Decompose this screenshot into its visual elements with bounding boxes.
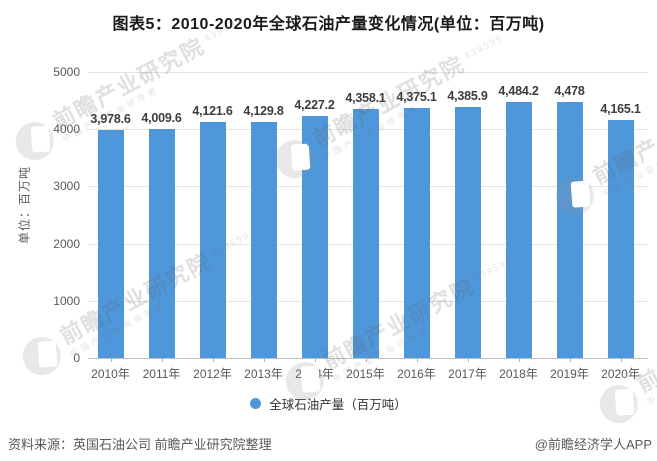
y-axis-tick-label: 1000	[53, 293, 80, 308]
x-axis-tick	[416, 358, 418, 362]
y-axis-tick-label: 5000	[53, 65, 80, 79]
x-axis-tick-label: 2011年	[142, 367, 181, 381]
x-axis-tick	[569, 358, 571, 362]
x-axis-tick-label: 2016年	[397, 367, 436, 381]
bar	[607, 119, 634, 358]
x-axis-tick-label: 2012年	[193, 367, 232, 381]
x-axis-tick	[263, 358, 265, 362]
bar-value-label: 4,129.8	[243, 103, 284, 118]
bar-value-label: 4,358.1	[345, 90, 386, 105]
bar-value-label: 4,227.2	[294, 98, 335, 113]
y-axis-tick-label: 2000	[53, 236, 80, 251]
chart-legend[interactable]: 全球石油产量（百万吨）	[0, 394, 657, 413]
y-axis-tick-label: 4000	[53, 122, 80, 137]
bar	[556, 101, 583, 358]
bar	[199, 122, 226, 358]
credit-note: @前瞻经济学人APP	[534, 437, 652, 452]
bar	[403, 107, 430, 358]
chart-title: 图表5：2010-2020年全球石油产量变化情况(单位：百万吨)	[112, 16, 545, 33]
x-axis-tick-label: 2014年	[295, 367, 334, 381]
bar	[505, 101, 532, 358]
x-axis-tick-label: 2018年	[499, 367, 538, 381]
gridline	[88, 72, 648, 73]
bar-value-label: 3,978.6	[90, 112, 131, 127]
x-axis-tick	[365, 358, 367, 362]
x-axis-tick-label: 2020年	[601, 367, 640, 381]
x-axis-tick-label: 2013年	[244, 367, 283, 381]
x-axis-tick	[161, 358, 163, 362]
bar	[148, 128, 175, 358]
bar-value-label: 4,484.2	[498, 83, 539, 98]
x-axis-tick	[518, 358, 520, 362]
bar	[454, 107, 481, 358]
bar	[250, 121, 277, 358]
x-axis-tick-label: 2017年	[448, 367, 487, 381]
y-axis-tick-label: 3000	[53, 179, 80, 194]
legend-marker-icon	[250, 398, 262, 409]
x-axis-tick	[467, 358, 469, 362]
x-axis-tick	[110, 358, 112, 362]
footer: 资料来源：英国石油公司 前瞻产业研究院整理 @前瞻经济学人APP	[0, 434, 657, 453]
y-axis-tick-label: 0	[73, 351, 80, 365]
x-axis-tick-label: 2015年	[346, 367, 385, 381]
bar-value-label: 4,121.6	[192, 104, 233, 119]
x-axis-tick	[620, 358, 622, 362]
x-axis-tick-label: 2010年	[91, 367, 130, 381]
x-axis-tick-label: 2019年	[550, 367, 589, 381]
bar	[301, 116, 328, 358]
bar-value-label: 4,009.6	[141, 110, 182, 125]
bar	[352, 108, 379, 358]
legend-label: 全球石油产量（百万吨）	[269, 398, 407, 412]
bar-value-label: 4,375.1	[396, 89, 437, 104]
x-axis-line	[88, 358, 648, 359]
y-axis-title: 单位：百万吨	[17, 165, 32, 245]
bar	[97, 130, 124, 358]
source-note: 资料来源：英国石油公司 前瞻产业研究院整理	[8, 437, 272, 452]
bar-value-label: 4,165.1	[600, 101, 641, 116]
bar-value-label: 4,478	[554, 83, 585, 98]
x-axis-tick	[212, 358, 214, 362]
x-axis-tick	[314, 358, 316, 362]
bar-value-label: 4,385.9	[447, 89, 488, 104]
